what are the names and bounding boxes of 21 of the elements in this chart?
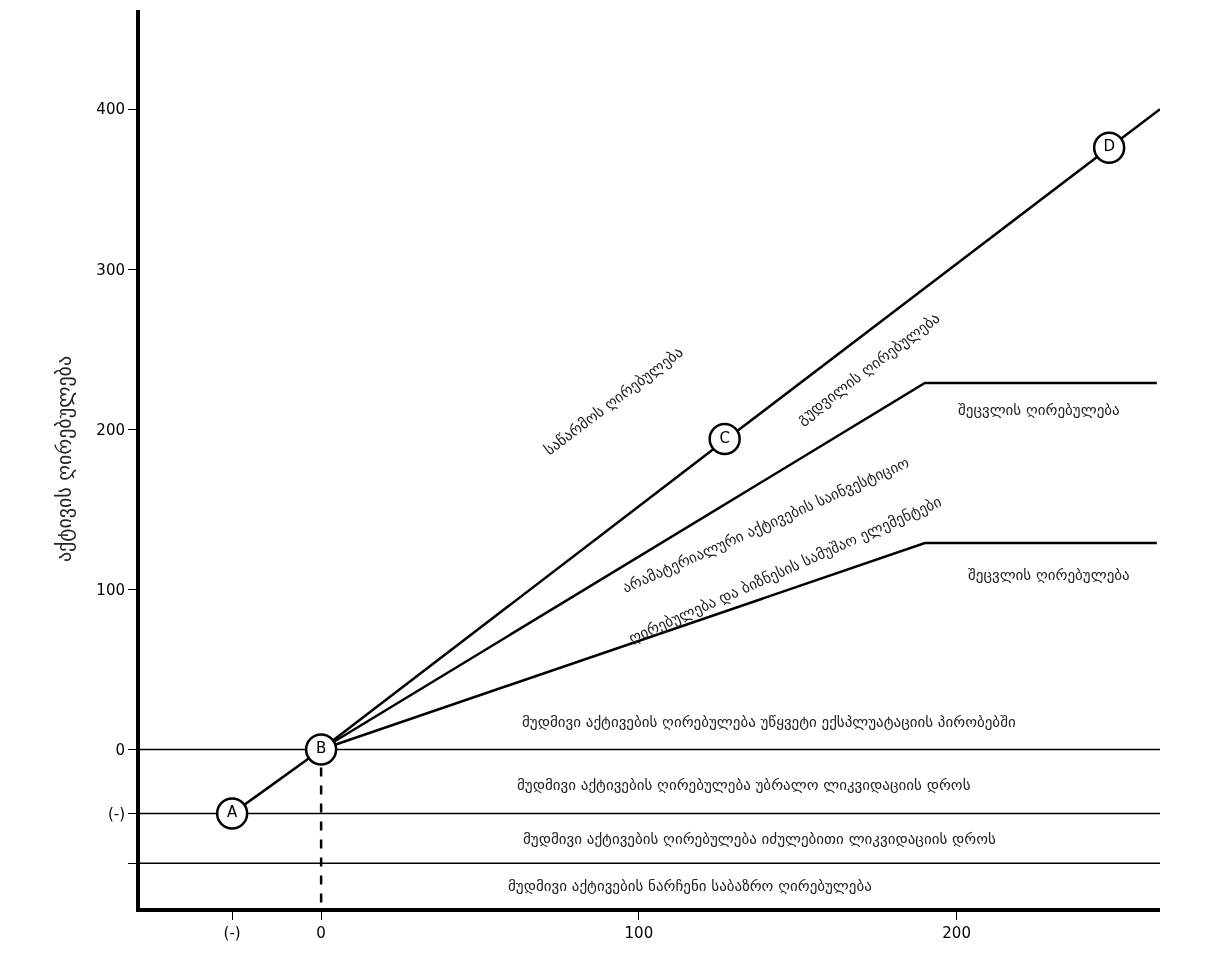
y-axis-title: აქტივის ღირებულება — [52, 355, 77, 563]
y-tick-label: 100 — [96, 580, 125, 599]
annotation: შეცვლის ღირებულება — [958, 401, 1120, 419]
annotation: მუდმივი აქტივების ნარჩენი საბაზრო ღირებულება — [508, 877, 872, 895]
annotation: მუდმივი აქტივების ღირებულება იძულებითი ლიკვიდაციის დროს — [523, 830, 997, 848]
x-tick-label: 200 — [942, 924, 971, 942]
data-label: A — [227, 803, 239, 822]
data-label: B — [315, 739, 327, 758]
y-tick-label: 400 — [96, 100, 125, 119]
y-tick-label: 300 — [96, 260, 125, 279]
x-tick-label: 0 — [316, 924, 326, 942]
data-label: C — [719, 428, 730, 447]
y-tick-label: (-) — [107, 804, 125, 823]
data-label: D — [1103, 137, 1115, 156]
annotation: შეცვლის ღირებულება — [968, 566, 1130, 584]
y-tick-label: 200 — [96, 420, 125, 439]
x-tick-label: (-) — [223, 924, 241, 942]
annotation: მუდმივი აქტივების ღირებულება უბრალო ლიკვიდაციის დროს — [517, 776, 971, 794]
x-tick-label: 100 — [624, 924, 654, 942]
annotation: მუდმივი აქტივების ღირებულება უწყვეტი ექსპლუატაციის პირობებში — [522, 713, 1016, 731]
y-tick-label: 0 — [115, 740, 125, 759]
